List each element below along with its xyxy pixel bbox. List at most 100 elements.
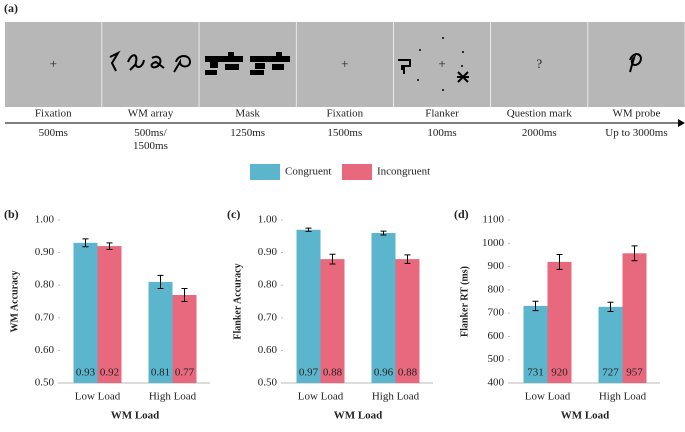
x-axis-label: WM Load [561, 410, 610, 422]
bar [172, 294, 197, 383]
x-tick-label: Low Load [75, 391, 121, 403]
bar [598, 306, 623, 383]
bar [296, 229, 321, 383]
panel-label: (c) [227, 207, 240, 221]
value-label: 727 [602, 367, 619, 379]
error-bar [631, 245, 638, 262]
error-bar [181, 287, 188, 302]
bar [523, 305, 548, 383]
y-tick-label: 0.80 [258, 279, 278, 291]
y-tick-label: 400 [488, 377, 505, 389]
value-label: 0.81 [151, 367, 170, 379]
error-bar [329, 253, 336, 265]
error-bar [607, 301, 614, 313]
frame-name: Fixation [35, 108, 72, 120]
y-tick-label: 0.60 [35, 344, 55, 356]
frame [5, 22, 102, 107]
frame-name: Mask [235, 108, 260, 120]
value-label: 0.96 [374, 367, 394, 379]
bar [320, 259, 345, 383]
y-tick-label: 0.60 [258, 344, 278, 356]
symbol [173, 55, 192, 73]
duration: 500ms [39, 127, 68, 139]
frame [296, 22, 394, 107]
x-axis-label: WM Load [111, 410, 160, 422]
y-tick-label: 1000 [482, 237, 505, 249]
legend-label: Incongruent [377, 166, 430, 178]
y-tick-label: 1100 [482, 214, 504, 226]
error-bar [305, 227, 312, 232]
frame-name: WM array [128, 108, 174, 120]
y-tick-label: 0.70 [258, 311, 278, 323]
duration: 2000ms [522, 127, 557, 139]
y-tick-label: 600 [488, 330, 505, 342]
x-tick-label: Low Load [298, 391, 344, 403]
y-axis-label: WM Accuracy [9, 271, 20, 333]
y-tick-label: 900 [488, 260, 505, 272]
bar [148, 281, 173, 383]
y-tick-label: 1.00 [35, 214, 55, 226]
symbol [457, 71, 469, 83]
x-tick-label: High Load [149, 391, 197, 403]
bar [395, 259, 420, 383]
stimulus: + [50, 56, 57, 71]
bar [97, 246, 122, 383]
x-axis-label: WM Load [334, 410, 383, 422]
symbol [150, 55, 165, 69]
bar [371, 233, 396, 383]
error-bar [106, 242, 113, 250]
symbol [109, 50, 121, 72]
frame-name: Flanker [425, 108, 459, 120]
y-axis-label: Flanker RT (ms) [459, 266, 470, 337]
value-label: 0.97 [299, 367, 319, 379]
frame-name: Question mark [507, 108, 573, 120]
value-label: 731 [527, 367, 544, 379]
bar [73, 242, 98, 383]
y-tick-label: 0.50 [35, 377, 55, 389]
panel-label: (b) [4, 207, 19, 221]
duration: 1500ms [327, 127, 362, 139]
error-bar [380, 230, 387, 236]
dots [417, 37, 464, 91]
x-tick-label: High Load [372, 391, 420, 403]
frame [491, 22, 588, 107]
value-label: 0.93 [76, 367, 96, 379]
arrow-head [678, 119, 685, 127]
y-tick-label: 800 [488, 283, 505, 295]
symbol [127, 54, 145, 71]
stimulus: ? [536, 56, 542, 71]
frame [102, 22, 199, 107]
y-tick-label: 0.50 [258, 377, 278, 389]
bar [622, 253, 647, 383]
bar [547, 261, 572, 383]
frame-name: WM probe [612, 108, 660, 120]
y-tick-label: 500 [488, 353, 505, 365]
error-bar [404, 254, 411, 264]
value-label: 0.88 [398, 367, 418, 379]
y-tick-label: 1.00 [258, 214, 278, 226]
y-tick-label: 0.90 [35, 246, 55, 258]
y-tick-label: 0.70 [35, 311, 55, 323]
x-tick-label: High Load [599, 391, 647, 403]
symbol [629, 53, 642, 73]
panel-label: (a) [4, 1, 18, 15]
stimulus: + [438, 56, 445, 71]
value-label: 0.92 [100, 367, 119, 379]
symbol [398, 59, 411, 74]
value-label: 920 [551, 367, 568, 379]
y-axis-label: Flanker Accuracy [232, 263, 243, 339]
frame-name: Fixation [327, 108, 364, 120]
legend-swatch [342, 164, 372, 180]
mask [205, 52, 290, 75]
legend-swatch [250, 164, 280, 180]
stimuli [109, 37, 642, 91]
value-label: 957 [626, 367, 643, 379]
duration: 1250ms [230, 127, 265, 139]
error-bar [157, 274, 164, 289]
error-bar [82, 238, 89, 248]
legend-label: Congruent [285, 166, 331, 178]
duration: 500ms/1500ms [133, 127, 168, 152]
y-tick-label: 0.80 [35, 279, 55, 291]
value-label: 0.88 [323, 367, 343, 379]
